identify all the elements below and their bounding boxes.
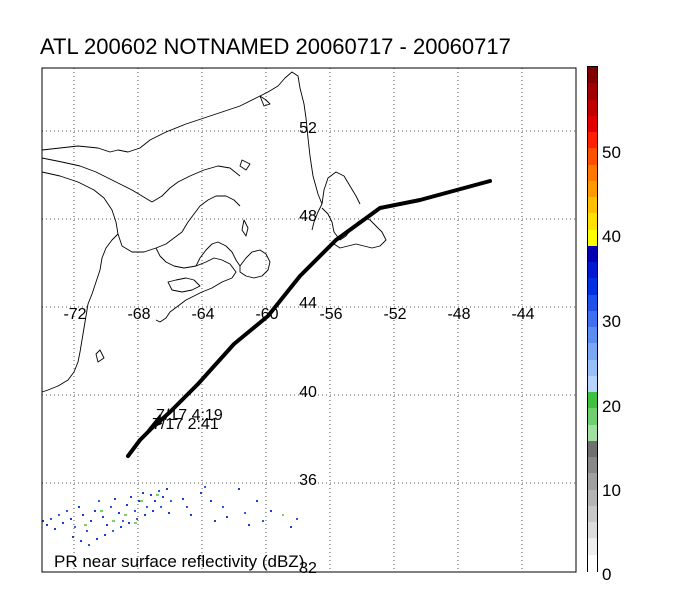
lon-label: -64 xyxy=(191,306,214,323)
map-title: ATL 200602 NOTNAMED 20060717 - 20060717 xyxy=(40,34,511,59)
lon-label: -44 xyxy=(511,306,534,323)
colorbar-segment xyxy=(588,473,597,491)
lon-label: -56 xyxy=(319,306,342,323)
colorbar-segment xyxy=(588,148,597,166)
colorbar-segment xyxy=(588,375,597,394)
colorbar-segment xyxy=(588,457,597,475)
reflectivity-colorbar xyxy=(587,66,598,572)
colorbar-segment xyxy=(588,327,597,345)
colorbar-segment xyxy=(588,213,597,231)
lon-label: -48 xyxy=(447,306,470,323)
colorbar-segment xyxy=(588,67,597,85)
colorbar-segment xyxy=(588,343,597,361)
lat-label: 52 xyxy=(299,120,317,137)
lon-label: -60 xyxy=(255,306,278,323)
colorbar-segment xyxy=(588,132,597,150)
colorbar-segment xyxy=(588,164,597,182)
colorbar-segment xyxy=(588,392,597,410)
colorbar-label: 40 xyxy=(602,227,621,246)
track-time-label: 7/17 4:19 xyxy=(156,407,223,424)
colorbar-label: 30 xyxy=(602,312,621,331)
lon-label: -68 xyxy=(127,306,150,323)
colorbar-segment xyxy=(588,83,597,101)
precipitation-swath xyxy=(42,486,298,546)
colorbar-label: 0 xyxy=(602,565,612,584)
storm-track-line xyxy=(126,179,492,458)
colorbar-segment xyxy=(588,440,597,459)
track-time-labels: 7/17 4:19 7/17 2:41 xyxy=(152,407,223,433)
colorbar-segment xyxy=(588,180,597,199)
latitude-labels: 52 48 44 40 36 32 xyxy=(299,120,317,577)
colorbar-label: 20 xyxy=(602,397,621,416)
colorbar-segment xyxy=(588,115,597,134)
colorbar-segment xyxy=(588,245,597,264)
lon-label: -52 xyxy=(383,306,406,323)
colorbar-segment xyxy=(588,262,597,280)
colorbar-segment xyxy=(588,99,597,117)
longitude-labels: -72 -68 -64 -60 -56 -52 -48 -44 xyxy=(63,306,534,323)
colorbar-segment xyxy=(588,197,597,215)
colorbar-segment xyxy=(588,294,597,312)
lat-label: 36 xyxy=(299,472,317,489)
colorbar-segment xyxy=(588,278,597,296)
colorbar-segment xyxy=(588,505,597,524)
map-caption: PR near surface reflectivity (dBZ) xyxy=(54,552,305,571)
colorbar-label: 10 xyxy=(602,481,621,500)
colorbar-label: 50 xyxy=(602,143,621,162)
map-frame xyxy=(41,67,577,573)
colorbar-segment xyxy=(588,424,597,442)
colorbar-segment xyxy=(588,408,597,426)
lat-label: 40 xyxy=(299,384,317,401)
colorbar-segment xyxy=(588,229,597,247)
colorbar-segment xyxy=(588,554,597,572)
lat-label: 32 xyxy=(299,560,317,577)
lon-label: -72 xyxy=(63,306,86,323)
colorbar-segment xyxy=(588,359,597,377)
lat-label: 48 xyxy=(299,208,317,225)
colorbar-segment xyxy=(588,522,597,540)
track-time-label: 7/17 2:41 xyxy=(152,416,219,433)
colorbar-segment xyxy=(588,489,597,507)
grid-lines xyxy=(42,68,576,572)
colorbar-segment xyxy=(588,538,597,556)
track-direction-arrow xyxy=(147,414,162,430)
lat-label: 44 xyxy=(299,295,317,312)
coastlines xyxy=(41,71,387,393)
colorbar-segment xyxy=(588,310,597,329)
